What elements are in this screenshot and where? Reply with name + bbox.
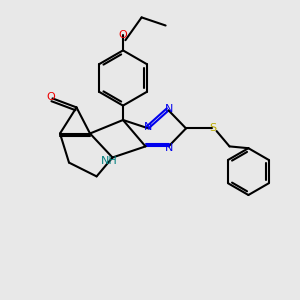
Text: N: N: [164, 143, 173, 153]
Text: NH: NH: [101, 156, 118, 166]
Text: N: N: [164, 104, 173, 114]
Text: S: S: [209, 123, 216, 134]
Text: O: O: [118, 30, 127, 40]
Text: O: O: [46, 92, 56, 103]
Text: N: N: [144, 122, 153, 132]
